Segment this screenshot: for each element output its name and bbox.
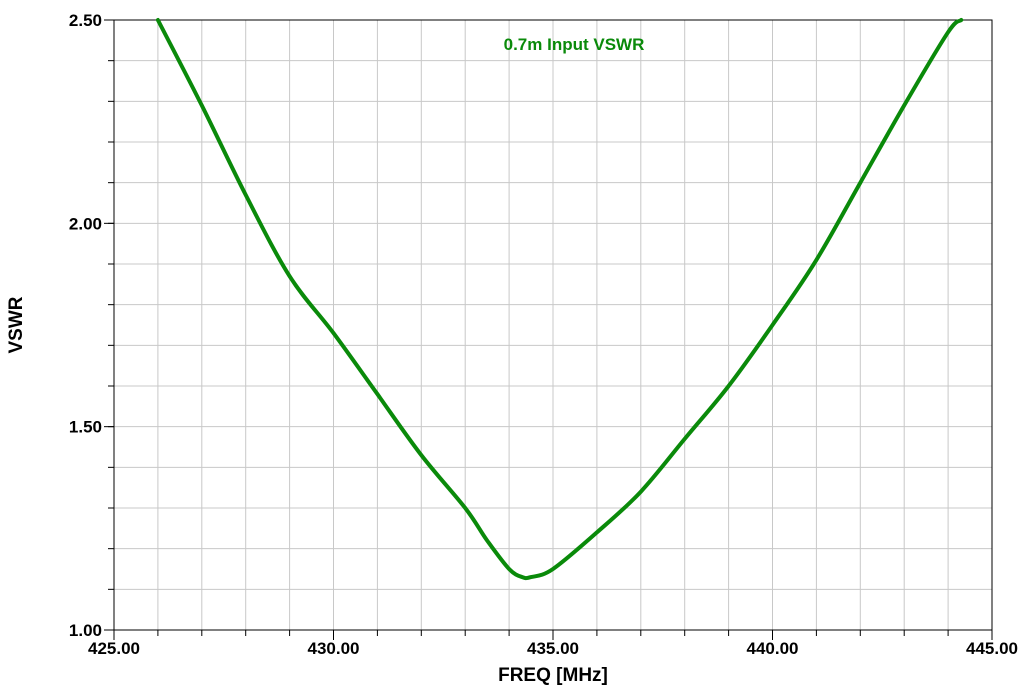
x-tick-label: 430.00 [308,639,360,658]
series [155,18,964,581]
x-tick-label: 435.00 [527,639,579,658]
y-axis-title: VSWR [6,296,27,353]
grid [114,20,992,630]
x-tick-label: 445.00 [966,639,1018,658]
ticks: 425.00 430.00 435.00 440.00 445.00 1.00 1.50 2.… [69,11,1018,658]
x-tick-label: 440.00 [747,639,799,658]
y-tick-label: 1.50 [69,418,102,437]
x-axis-title: FREQ [MHz] [498,665,608,686]
y-tick-label: 2.00 [69,214,102,233]
series-label: 0.7m Input VSWR [504,35,645,54]
y-tick-label: 1.00 [69,621,102,640]
series-line-0 [155,18,964,581]
x-tick-label: 425.00 [88,639,140,658]
y-tick-label: 2.50 [69,11,102,30]
